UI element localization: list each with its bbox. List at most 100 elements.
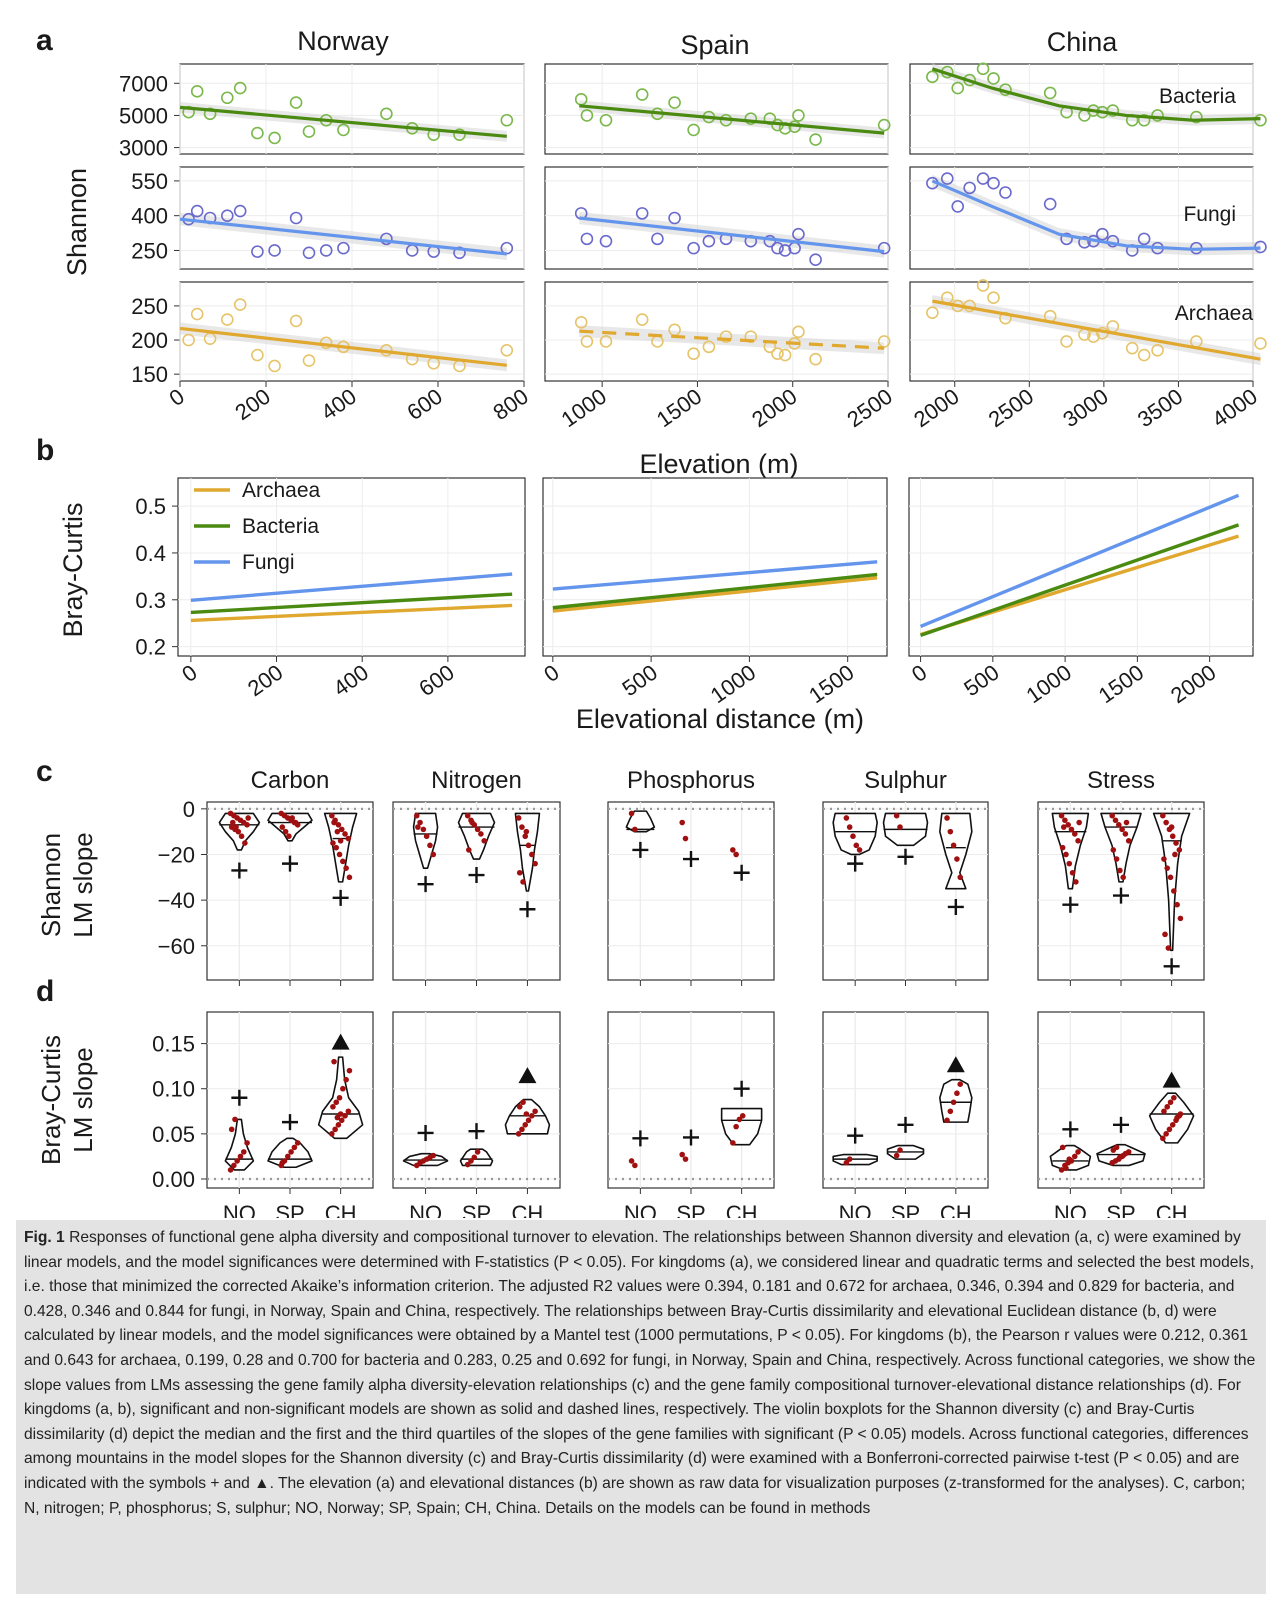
category-label-no: NO [223, 1201, 256, 1218]
data-point-bacteria [1137, 113, 1151, 127]
significance-plus-marker [1113, 887, 1129, 904]
data-point [1063, 851, 1069, 858]
data-point [733, 851, 739, 858]
data-point [954, 1090, 960, 1097]
y-tick-label: 250 [131, 294, 168, 319]
data-point [340, 1085, 346, 1092]
data-point-archaea [1151, 343, 1164, 357]
category-label-sp: SP [275, 1201, 304, 1218]
significance-plus-marker [231, 1089, 248, 1106]
series-line-bacteria [552, 572, 878, 610]
category-label-no: NO [409, 1201, 442, 1218]
data-point-fungi [580, 232, 594, 246]
axis-label-bray-curtis-slope: Bray-Curtis [36, 1035, 66, 1165]
data-point [240, 1149, 247, 1155]
caption-label: Fig. 1 [24, 1229, 65, 1246]
category-label-ch: CH [1156, 1201, 1188, 1218]
data-point [515, 1131, 522, 1137]
data-point-bacteria [635, 88, 649, 101]
data-point [285, 1153, 291, 1160]
data-point [516, 1103, 523, 1110]
y-tick-label: 0 [183, 797, 195, 822]
data-point [519, 824, 525, 830]
significance-plus-marker [468, 867, 485, 884]
data-point-fungi [289, 211, 303, 225]
data-point [632, 1162, 638, 1169]
axis-label-elevational-distance: Elevational distance (m) [576, 704, 864, 734]
x-tick-label: 3000 [1058, 384, 1112, 433]
data-point-fungi [1078, 236, 1091, 249]
fit-line-archaea [579, 329, 885, 350]
data-point-fungi [963, 181, 976, 195]
axis-label-shannon-slope: Shannon [36, 833, 66, 937]
x-tick-label: 0 [907, 660, 931, 688]
category-label-sp: SP [1106, 1201, 1135, 1218]
data-point [466, 847, 472, 853]
data-point-archaea [580, 335, 594, 348]
data-point-archaea [1137, 348, 1151, 362]
data-point [237, 1153, 244, 1160]
data-point [1173, 840, 1179, 846]
axis-label-lm-slope: LM slope [68, 1047, 98, 1153]
data-point [1164, 865, 1171, 871]
data-point [1075, 1149, 1081, 1155]
data-point-bacteria [580, 109, 594, 122]
data-point [897, 1147, 903, 1153]
category-label-no: NO [1054, 1201, 1087, 1218]
x-tick-label: 400 [316, 384, 360, 426]
data-point-archaea [926, 306, 939, 320]
significance-plus-marker [282, 1114, 298, 1131]
data-point-archaea [251, 348, 264, 362]
data-point [329, 1131, 335, 1137]
data-point [1125, 1149, 1132, 1155]
data-point [430, 1152, 437, 1159]
data-point [1163, 1131, 1169, 1137]
data-point [1059, 1144, 1066, 1151]
data-point [1075, 837, 1081, 844]
data-point [1167, 1099, 1174, 1106]
legend-label-fungi: Fungi [242, 551, 295, 574]
category-label-no: NO [624, 1201, 657, 1218]
significance-plus-marker [897, 848, 914, 865]
x-tick-label: 3500 [1133, 384, 1187, 433]
significance-plus-marker [632, 1130, 649, 1147]
y-tick-label: −60 [158, 934, 195, 959]
data-point [292, 819, 299, 826]
data-point-fungi [453, 246, 466, 260]
data-point [338, 1117, 345, 1124]
data-point [282, 828, 289, 835]
significance-plus-marker [947, 898, 964, 915]
x-tick-label: 800 [488, 384, 532, 426]
facet-panel [908, 477, 1254, 657]
fit-line-fungi [931, 179, 1261, 251]
data-point [1161, 856, 1167, 862]
data-point [231, 1162, 237, 1169]
series-line-fungi [190, 572, 513, 602]
data-point-archaea [1254, 337, 1267, 350]
significance-plus-marker [1062, 896, 1079, 913]
data-point-archaea [302, 354, 316, 367]
y-tick-label: −40 [158, 888, 195, 913]
category-label-no: NO [839, 1201, 872, 1218]
data-point [520, 1099, 526, 1106]
significance-triangle-marker [331, 1033, 350, 1050]
data-point [522, 1122, 529, 1128]
data-point [1059, 844, 1066, 851]
data-point-archaea [635, 313, 649, 326]
data-point [232, 1116, 238, 1123]
data-point-archaea [771, 347, 784, 360]
data-point [343, 1076, 349, 1083]
data-point [330, 1103, 336, 1110]
data-point-fungi [687, 241, 700, 255]
data-point-bacteria [926, 70, 939, 84]
data-point [1171, 888, 1177, 894]
x-tick-label: 0 [164, 384, 188, 412]
y-tick-label: 550 [131, 169, 168, 194]
data-point-fungi [337, 241, 350, 255]
data-point-bacteria [268, 131, 281, 145]
caption-text: Responses of functional gene alpha diver… [24, 1229, 1256, 1517]
data-point-bacteria [599, 113, 613, 127]
data-point [853, 842, 860, 849]
data-point [1058, 812, 1065, 819]
data-point [228, 1126, 235, 1133]
